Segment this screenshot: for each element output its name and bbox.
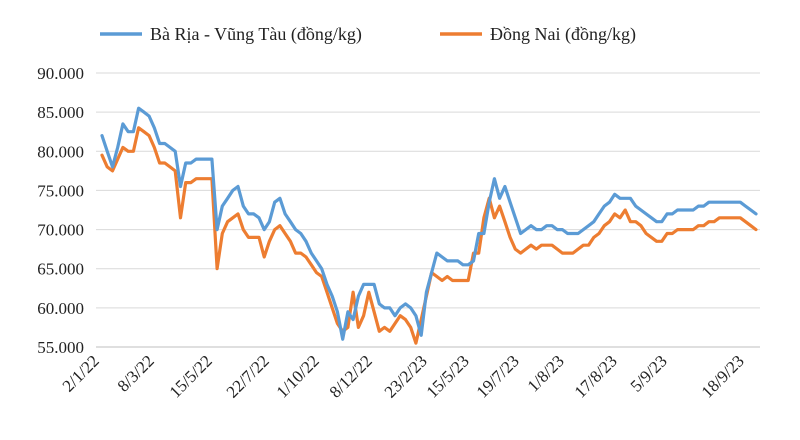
y-axis-ticks: 55.000 60.000 65.000 70.000 75.000 80.000 85.0…: [37, 64, 84, 357]
legend-label-dongnai: Đồng Nai (đồng/kg): [490, 24, 636, 45]
x-tick-label: 18/9/23: [698, 351, 748, 401]
x-tick-label: 19/7/23: [473, 351, 523, 401]
y-tick-label: 85.000: [37, 103, 84, 122]
x-tick-label: 15/5/22: [166, 351, 216, 401]
legend: Bà Rịa - Vũng Tàu (đồng/kg) Đồng Nai (đồ…: [100, 24, 636, 45]
x-tick-label: 5/9/23: [627, 351, 671, 395]
x-tick-label: 17/8/23: [571, 351, 621, 401]
y-tick-label: 60.000: [37, 299, 84, 318]
series-line-brvt: [100, 106, 758, 341]
x-tick-label: 8/3/22: [114, 351, 158, 395]
x-tick-label: 1/10/22: [273, 351, 323, 401]
legend-label-brvt: Bà Rịa - Vũng Tàu (đồng/kg): [150, 24, 362, 45]
y-tick-label: 70.000: [37, 221, 84, 240]
y-tick-label: 80.000: [37, 142, 84, 161]
y-tick-label: 75.000: [37, 181, 84, 200]
x-tick-label: 22/7/22: [223, 351, 273, 401]
x-tick-label: 1/8/23: [524, 351, 568, 395]
x-axis-ticks: 2/1/22 8/3/22 15/5/22 22/7/22 1/10/22 8/12/22…: [59, 351, 748, 401]
x-tick-label: 8/12/22: [326, 351, 376, 401]
x-tick-label: 2/1/22: [59, 351, 103, 395]
gridlines: [96, 72, 760, 348]
y-tick-label: 90.000: [37, 64, 84, 83]
x-tick-label: 15/5/23: [423, 351, 473, 401]
y-tick-label: 65.000: [37, 260, 84, 279]
y-tick-label: 55.000: [37, 338, 84, 357]
x-tick-label: 23/2/23: [381, 351, 431, 401]
series-lines: [100, 106, 758, 345]
